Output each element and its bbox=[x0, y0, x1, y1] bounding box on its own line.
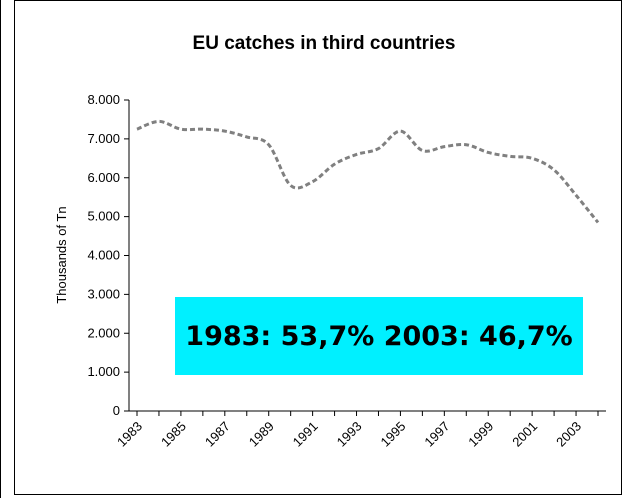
x-tick-label: 1987 bbox=[202, 419, 233, 450]
series-line bbox=[136, 119, 600, 224]
chart-title: EU catches in third countries bbox=[193, 33, 456, 54]
y-tick-label: 5.000 bbox=[87, 209, 120, 224]
axes bbox=[124, 99, 606, 416]
x-tick-label: 1991 bbox=[290, 419, 321, 450]
series-layer bbox=[136, 119, 600, 224]
y-tick-label: 8.000 bbox=[87, 92, 120, 107]
y-tick-label: 3.000 bbox=[87, 286, 120, 301]
x-tick-label: 1989 bbox=[246, 419, 277, 450]
left-border-line bbox=[0, 0, 1, 498]
y-tick-label: 4.000 bbox=[87, 248, 120, 263]
y-tick-label: 2.000 bbox=[87, 325, 120, 340]
tick-labels: 0 1.000 2.000 3.000 4.000 5.000 6.000 7.000 8.00… bbox=[87, 92, 584, 450]
x-tick-label: 1995 bbox=[377, 419, 408, 450]
y-tick-label: 1.000 bbox=[87, 364, 120, 379]
x-tick-label: 2003 bbox=[553, 419, 584, 450]
x-tick-label: 2001 bbox=[509, 419, 540, 450]
y-tick-label: 7.000 bbox=[87, 131, 120, 146]
x-tick-label: 1985 bbox=[158, 419, 189, 450]
share-callout-text: 1983: 53,7% 2003: 46,7% bbox=[185, 320, 573, 352]
x-tick-label: 1983 bbox=[114, 419, 145, 450]
y-tick-label: 6.000 bbox=[87, 170, 120, 185]
x-tick-label: 1993 bbox=[334, 419, 365, 450]
x-tick-label: 1997 bbox=[421, 419, 452, 450]
x-tick-label: 1999 bbox=[465, 419, 496, 450]
share-callout-box: 1983: 53,7% 2003: 46,7% bbox=[175, 297, 583, 375]
y-axis-label: Thousands of Tn bbox=[54, 206, 69, 303]
y-tick-label: 0 bbox=[113, 403, 120, 418]
chart-frame bbox=[14, 0, 622, 495]
